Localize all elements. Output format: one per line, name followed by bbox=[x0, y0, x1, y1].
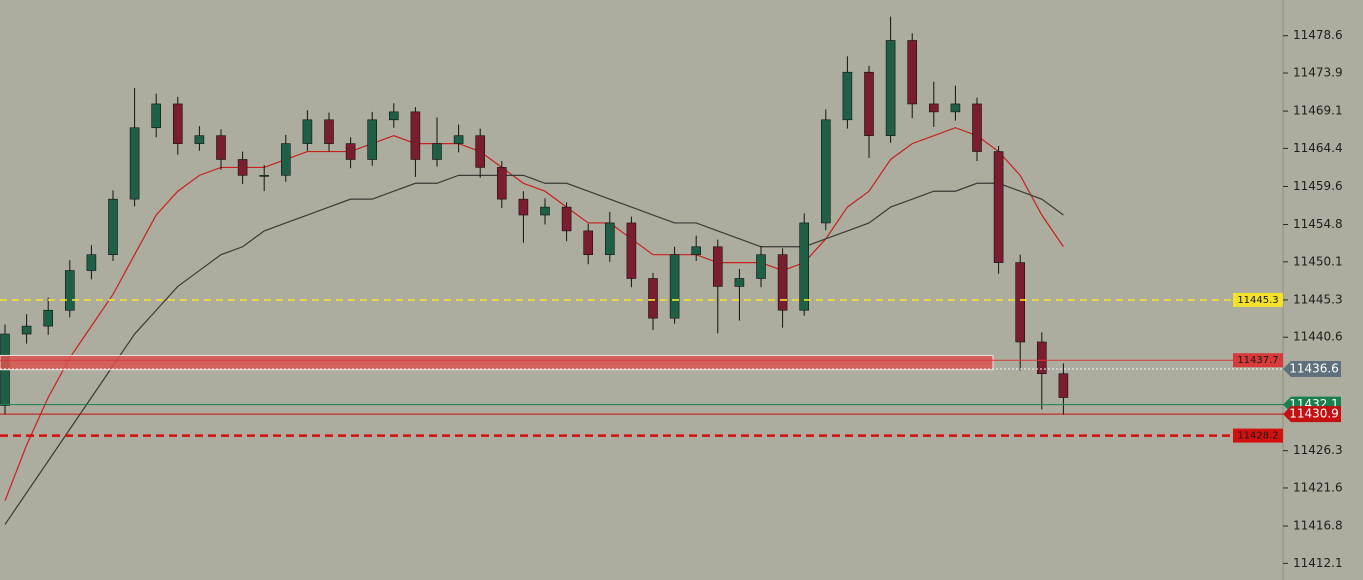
candle-body bbox=[799, 222, 810, 311]
candle-body bbox=[518, 198, 529, 216]
candle-body bbox=[583, 230, 594, 255]
candle-body bbox=[950, 103, 961, 113]
candle-body bbox=[475, 135, 486, 168]
candle-body bbox=[108, 198, 118, 255]
candle-body bbox=[43, 309, 54, 327]
y-tick-label: 11416.8 bbox=[1293, 519, 1343, 533]
candle-body bbox=[324, 119, 334, 144]
candle-body bbox=[993, 151, 1004, 263]
candle-body bbox=[972, 103, 982, 152]
candle-body bbox=[885, 40, 896, 136]
level-tag-label: 11445.3 bbox=[1237, 295, 1278, 306]
candle-body bbox=[21, 325, 32, 335]
y-tick-label: 11469.1 bbox=[1293, 104, 1343, 118]
candle-body bbox=[907, 40, 918, 105]
candle-body bbox=[216, 135, 226, 160]
candle-body bbox=[648, 278, 658, 319]
y-tick-label: 11464.4 bbox=[1293, 141, 1343, 155]
candle-body bbox=[540, 206, 550, 216]
price-zone bbox=[0, 354, 994, 371]
y-tick-label: 11478.6 bbox=[1293, 28, 1343, 42]
y-tick-label: 11454.8 bbox=[1293, 217, 1343, 231]
candle-body bbox=[1015, 262, 1026, 343]
candle-body bbox=[173, 103, 183, 144]
y-tick-label: 11473.9 bbox=[1293, 65, 1343, 79]
candle-body bbox=[561, 206, 572, 232]
candle-body bbox=[1058, 373, 1069, 398]
level-tag bbox=[1233, 428, 1283, 443]
candle-body bbox=[928, 103, 939, 113]
candle-body bbox=[302, 119, 313, 144]
level-tag-label: 11437.7 bbox=[1237, 355, 1278, 366]
candle-body bbox=[129, 127, 140, 200]
candle-body bbox=[432, 143, 442, 160]
candle-body bbox=[453, 135, 464, 144]
y-tick-label: 11459.6 bbox=[1293, 179, 1343, 193]
y-tick-label: 11450.1 bbox=[1293, 254, 1343, 268]
y-tick-label: 11426.3 bbox=[1293, 443, 1343, 457]
candle-body bbox=[367, 119, 378, 160]
candle-body bbox=[1037, 341, 1047, 375]
y-tick-label: 11445.3 bbox=[1293, 292, 1343, 306]
y-tick-label: 11440.6 bbox=[1293, 330, 1343, 344]
candle-body bbox=[410, 111, 421, 160]
moving-average bbox=[4, 174, 1064, 525]
candle-body bbox=[864, 71, 874, 136]
candle-body bbox=[86, 254, 97, 271]
y-tick-label: 11412.1 bbox=[1293, 556, 1343, 570]
candle-body bbox=[842, 71, 853, 121]
level-arrow-tag bbox=[1283, 360, 1341, 377]
candle-body bbox=[734, 278, 745, 287]
candle-body bbox=[388, 111, 399, 121]
candle-body bbox=[691, 246, 702, 255]
candle-body bbox=[756, 254, 766, 279]
moving-average bbox=[4, 127, 1064, 501]
level-tag bbox=[1233, 353, 1283, 368]
candle-body bbox=[259, 175, 270, 177]
level-arrow-label: 11430.9 bbox=[1289, 407, 1339, 421]
level-tag-label: 11428.2 bbox=[1237, 431, 1278, 442]
candle-body bbox=[604, 222, 615, 255]
candle-body bbox=[496, 167, 507, 200]
candle-body bbox=[712, 246, 723, 287]
candle-body bbox=[345, 143, 356, 160]
candle-body bbox=[280, 143, 291, 176]
candle-body bbox=[669, 254, 680, 319]
level-arrow-tag bbox=[1283, 406, 1341, 423]
candle-body bbox=[820, 119, 831, 224]
level-tag bbox=[1233, 292, 1283, 307]
y-tick-label: 11421.6 bbox=[1293, 480, 1343, 494]
candle-body bbox=[237, 159, 248, 176]
candle-body bbox=[194, 135, 205, 144]
candle-body bbox=[151, 103, 161, 129]
candle-body bbox=[65, 270, 75, 311]
level-arrow-label: 11436.6 bbox=[1289, 361, 1339, 375]
candle-body bbox=[777, 254, 788, 311]
candle-body bbox=[626, 222, 637, 279]
